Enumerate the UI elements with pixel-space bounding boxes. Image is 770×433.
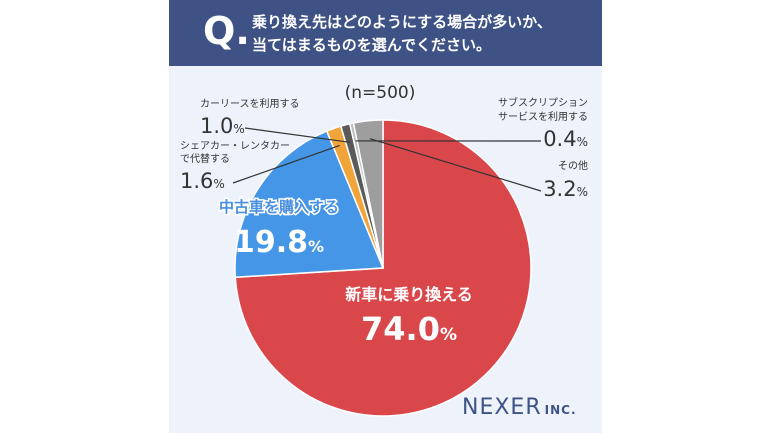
leader-line-other xyxy=(369,138,542,192)
brand-name: NEXER xyxy=(462,395,542,420)
slice-value-new-car-unit: % xyxy=(440,325,457,345)
chart-panel: Q. 乗り換え先はどのようにする場合が多いか、 当てはまるものを選んでください。… xyxy=(169,0,602,433)
brand-suffix: INC. xyxy=(544,403,577,417)
slice-value-other-unit: % xyxy=(577,185,588,199)
slice-label-rental-line2: で代替する xyxy=(180,152,230,165)
brand-logo: NEXER INC. xyxy=(462,395,577,420)
slice-value-used-car-unit: % xyxy=(308,237,324,256)
slice-value-car-lease-number: 1.0 xyxy=(200,114,233,138)
slice-value-new-car: 74.0% xyxy=(361,310,457,348)
slice-label-subscription-line2: サービスを利用する xyxy=(498,111,588,123)
leader-line-rental xyxy=(232,144,340,184)
slice-value-other: 3.2% xyxy=(543,177,588,201)
pie-slice-other xyxy=(352,119,384,269)
slice-label-rental-line1: シェアカー・レンタカー xyxy=(180,140,290,152)
slice-label-other: その他 xyxy=(558,159,588,172)
slice-value-new-car-number: 74.0 xyxy=(361,310,440,348)
slice-value-subscription-unit: % xyxy=(577,135,588,149)
slice-value-other-number: 3.2 xyxy=(543,177,576,201)
slice-value-subscription-number: 0.4 xyxy=(543,127,576,151)
slice-label-new-car: 新車に乗り換える xyxy=(345,285,473,304)
slice-value-used-car-number: 19.8 xyxy=(234,225,308,260)
sample-size-label: (n=500) xyxy=(345,83,416,103)
slice-value-rental-unit: % xyxy=(213,177,224,191)
slice-value-car-lease: 1.0% xyxy=(200,114,245,138)
slice-value-used-car: 19.8% xyxy=(234,225,324,260)
question-mark: Q. xyxy=(203,9,250,53)
question-text-line2: 当てはまるものを選んでください。 xyxy=(252,36,491,54)
leader-lines xyxy=(232,127,542,192)
slice-value-rental-number: 1.6 xyxy=(180,169,213,193)
pie-slice-used-car xyxy=(234,130,385,279)
leader-line-car-lease xyxy=(244,127,350,143)
slice-value-rental: 1.6% xyxy=(180,169,225,193)
question-header: Q. 乗り換え先はどのようにする場合が多いか、 当てはまるものを選んでください。 xyxy=(169,0,602,66)
slice-label-subscription-line1: サブスクリプション xyxy=(498,96,588,109)
slice-label-used-car: 中古車を購入する xyxy=(219,198,339,216)
pie-slices xyxy=(234,119,532,417)
slice-value-car-lease-unit: % xyxy=(233,122,244,136)
question-text-line1: 乗り換え先はどのようにする場合が多いか、 xyxy=(252,13,552,31)
pie-chart: (n=500) 新車に乗り換える 74.0% 中古車を購入する 19.8% カー… xyxy=(180,83,588,417)
slice-label-car-lease: カーリースを利用する xyxy=(200,98,300,110)
slice-value-subscription: 0.4% xyxy=(543,127,588,151)
